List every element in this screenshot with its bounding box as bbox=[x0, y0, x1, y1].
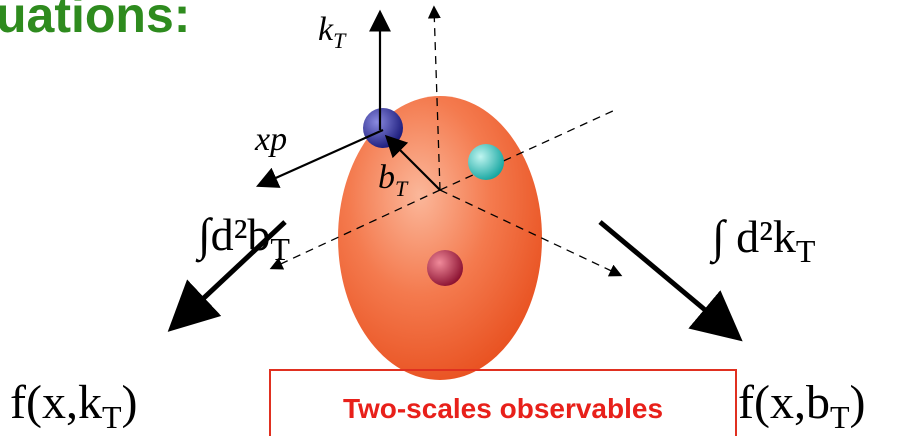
int-b-label: ∫d²bT bbox=[195, 209, 290, 267]
label-sub: T bbox=[102, 399, 122, 435]
box-text: Two-scales observables bbox=[343, 393, 663, 424]
quark-red bbox=[427, 250, 463, 286]
label: k bbox=[318, 11, 334, 48]
kt-label: kT bbox=[318, 11, 347, 53]
int-k-label: ∫ d²kT bbox=[709, 211, 816, 269]
label-tail: ) bbox=[122, 376, 138, 429]
label-sub: T bbox=[796, 233, 816, 269]
quark-cyan bbox=[468, 144, 504, 180]
label: f(x,k bbox=[10, 376, 102, 429]
label-sub: T bbox=[830, 399, 850, 435]
label: f(x,b bbox=[738, 376, 830, 429]
label: ∫d²b bbox=[195, 209, 270, 263]
result-left: f(x,kT) bbox=[10, 376, 138, 435]
result-right: f(x,bT) bbox=[738, 376, 866, 435]
quark-blue bbox=[363, 108, 403, 148]
label-tail: ) bbox=[850, 376, 866, 429]
label-sub: T bbox=[270, 231, 290, 267]
label-sub: T bbox=[395, 176, 409, 201]
label: ∫ d²k bbox=[709, 211, 796, 265]
title: uations: bbox=[0, 0, 190, 43]
label: b bbox=[378, 159, 395, 196]
xp-label: xp bbox=[254, 121, 287, 158]
diagram: uations: kT xp bT ∫d²bT ∫ d²kT f(x,kT) f… bbox=[0, 0, 924, 436]
label-sub: T bbox=[333, 28, 347, 53]
